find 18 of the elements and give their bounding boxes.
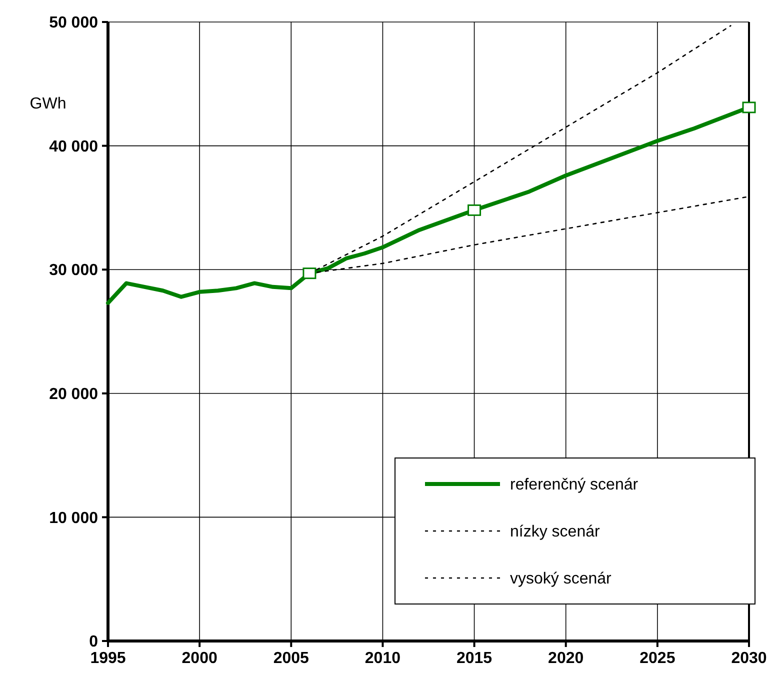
legend-label: nízky scenár [510,524,600,541]
y-tick-label: 20 000 [49,386,98,403]
x-tick-label: 2005 [273,650,310,667]
y-tick-label: 50 000 [49,14,98,32]
y-tick-label: 10 000 [49,510,98,527]
x-tick-label: 2010 [364,650,401,667]
x-tick-label: 2000 [182,650,218,667]
x-tick-label: 2020 [548,650,584,667]
legend-label: vysoký scenár [510,570,612,588]
x-tick-label: 2030 [731,650,767,667]
y-tick-label: 30 000 [49,262,98,280]
x-tick-label: 2025 [640,650,676,667]
y-tick-label: 40 000 [49,138,98,156]
x-tick-label: 2015 [456,650,492,667]
legend-label: referenčný scenár [510,476,639,494]
y-axis-title: GWh [30,96,66,113]
x-tick-label: 1995 [90,650,126,667]
y-tick-label: 0 [89,634,98,651]
